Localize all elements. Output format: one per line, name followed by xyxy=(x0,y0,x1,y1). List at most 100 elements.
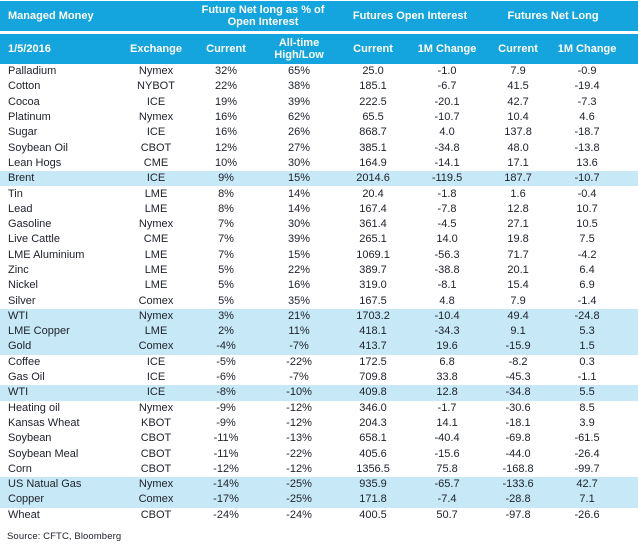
cell-nl-current: 27.1 xyxy=(507,218,529,231)
cell-oi-current: 25.0 xyxy=(362,65,384,78)
cell-oi-current: 868.7 xyxy=(359,126,387,139)
cell-oi-1m-change: -7.4 xyxy=(410,492,485,508)
cell-pct-current: -9% xyxy=(216,401,236,414)
cell-commodity: Wheat xyxy=(8,508,40,521)
cell-nl-1m-change: -0.4 xyxy=(577,187,597,200)
cell-nl-current: -45.3 xyxy=(505,371,531,384)
cell-pct-alltime: 16% xyxy=(288,279,311,292)
table-row: LME Copper LME 2% 11% 418.1 -34.3 9.1 5.3 xyxy=(0,324,638,340)
cell-commodity: Live Cattle xyxy=(8,233,60,246)
cell-nl-1m-change: -4.2 xyxy=(577,248,597,261)
cell-pct-current: 8% xyxy=(218,202,234,215)
cell-oi-current: 658.1 xyxy=(359,432,387,445)
cell-commodity: LME Copper xyxy=(0,324,122,340)
cell-oi-current: 319.0 xyxy=(359,279,387,292)
cell-exchange: CBOT xyxy=(140,141,172,154)
cell-pct-alltime: 14% xyxy=(288,202,311,215)
cell-exchange: CBOT xyxy=(140,432,172,445)
column-header-pct-current: Current xyxy=(190,32,263,64)
cell-commodity: US Natual Gas xyxy=(0,477,122,493)
cell-oi-1m-change: -38.8 xyxy=(434,264,460,276)
cell-oi-1m-change: 33.8 xyxy=(436,371,458,384)
table-row: Silver Comex 5% 35% 167.5 4.8 7.9 -1.4 xyxy=(0,293,638,308)
table-row: Brent ICE 9% 15% 2014.6 -119.5 187.7 -10.7 xyxy=(0,171,638,187)
cell-oi-1m-change: -20.1 xyxy=(434,95,460,108)
cell-oi-1m-change: 14.1 xyxy=(436,416,458,429)
table-row: WTI ICE -8% -10% 409.8 12.8 -34.8 5.5 xyxy=(0,385,638,401)
cell-nl-current: -18.1 xyxy=(505,416,531,429)
cell-nl-current: 12.8 xyxy=(507,202,529,215)
table-row: Soybean Oil CBOT 12% 27% 385.1 -34.8 48.0 -13.8 xyxy=(0,140,638,155)
cell-nl-current: -30.6 xyxy=(505,401,531,414)
cell-nl-current: 15.4 xyxy=(507,279,529,292)
cell-nl-1m-change: 10.7 xyxy=(576,202,598,215)
cell-exchange: LME xyxy=(144,202,168,215)
cell-oi-1m-change: 50.7 xyxy=(436,508,458,521)
table-row: US Natual Gas Nymex -14% -25% 935.9 -65.7 -133… xyxy=(0,477,638,493)
cell-pct-current: -6% xyxy=(216,371,236,384)
cell-exchange: CME xyxy=(143,233,169,246)
cell-nl-1m-change: -13.8 xyxy=(574,141,600,154)
table-body: Palladium Nymex 32% 65% 25.0 -1.0 7.9 -0.9 Cotto… xyxy=(0,64,638,523)
cell-oi-1m-change: -56.3 xyxy=(434,248,460,261)
cell-commodity: Coffee xyxy=(8,355,41,368)
cell-nl-1m-change: -18.7 xyxy=(574,126,600,139)
group-header-net-long-pct-oi: Future Net long as % of Open Interest xyxy=(190,1,337,34)
cell-pct-current: -24% xyxy=(213,508,239,521)
cell-pct-alltime: 14% xyxy=(288,187,311,200)
cell-oi-current: 709.8 xyxy=(359,371,387,384)
table-row: Corn CBOT -12% -12% 1356.5 75.8 -168.8 -99.7 xyxy=(0,462,638,477)
cell-nl-1m-change: 3.9 xyxy=(579,416,595,429)
cell-pct-current: 19% xyxy=(215,95,238,108)
cell-exchange: Nymex xyxy=(122,308,191,325)
cell-oi-1m-change: -7.8 xyxy=(437,202,457,215)
column-header-oi-1m-change: 1M Change xyxy=(410,32,485,64)
cell-pct-alltime: 30% xyxy=(288,218,311,231)
cell-pct-current: -9% xyxy=(216,416,236,429)
table-row: WTI Nymex 3% 21% 1703.2 -10.4 49.4 -24.8 xyxy=(0,308,638,325)
cell-nl-current: -97.8 xyxy=(505,508,531,521)
table-row: Kansas Wheat KBOT -9% -12% 204.3 14.1 -18.1 3.9 xyxy=(0,416,638,431)
cell-nl-1m-change: 42.7 xyxy=(552,477,638,493)
cell-nl-1m-change: -26.6 xyxy=(574,508,600,521)
table-row: Gas Oil ICE -6% -7% 709.8 33.8 -45.3 -1.1 xyxy=(0,370,638,385)
cell-nl-1m-change: 5.5 xyxy=(552,385,638,401)
cell-pct-alltime: -12% xyxy=(286,401,312,414)
cell-commodity: Soybean Oil xyxy=(8,141,68,154)
cell-nl-1m-change: -99.7 xyxy=(574,462,600,475)
cell-pct-current: 12% xyxy=(215,141,238,154)
cell-nl-1m-change: 1.5 xyxy=(552,339,638,355)
column-header-alltime-high-low: All-time High/Low xyxy=(262,32,337,64)
cell-exchange: ICE xyxy=(122,171,191,187)
cell-pct-alltime: 11% xyxy=(262,324,337,340)
cell-oi-current: 361.4 xyxy=(359,218,387,231)
cell-exchange: ICE xyxy=(146,371,166,384)
cell-oi-1m-change: -34.3 xyxy=(410,324,485,340)
cell-nl-1m-change: -19.4 xyxy=(574,80,600,93)
cell-oi-1m-change: 4.8 xyxy=(439,294,455,307)
column-header-exchange: Exchange xyxy=(122,32,191,64)
cell-oi-current: 167.5 xyxy=(359,294,387,307)
cell-oi-current: 400.5 xyxy=(359,508,387,521)
cell-nl-1m-change: -7.3 xyxy=(577,95,597,108)
cell-oi-current: 167.4 xyxy=(359,202,387,215)
cell-nl-current: 17.1 xyxy=(507,156,529,169)
cell-commodity: Nickel xyxy=(8,279,38,292)
cell-oi-current: 346.0 xyxy=(359,401,387,414)
cell-oi-current: 1703.2 xyxy=(336,308,411,325)
table-row: Heating oil Nymex -9% -12% 346.0 -1.7 -30.6 8.5 xyxy=(0,401,638,416)
cell-nl-1m-change: -0.9 xyxy=(577,65,597,78)
cell-oi-current: 164.9 xyxy=(359,156,387,169)
cell-commodity: Soybean Meal xyxy=(8,447,79,460)
cell-oi-current: 1356.5 xyxy=(356,462,390,475)
cell-pct-alltime: -24% xyxy=(286,508,312,521)
cell-commodity: Tin xyxy=(8,187,23,200)
table-header: Managed Money Future Net long as % of Op… xyxy=(0,1,638,64)
cell-commodity: Brent xyxy=(0,171,122,187)
cell-oi-1m-change: -1.0 xyxy=(437,65,457,78)
cell-commodity: Silver xyxy=(8,294,36,307)
cell-pct-alltime: -22% xyxy=(286,447,312,460)
table-row: Soybean Meal CBOT -11% -22% 405.6 -15.6 -44.0 -… xyxy=(0,446,638,461)
cell-commodity: Platinum xyxy=(8,111,51,124)
cell-pct-alltime: 38% xyxy=(288,80,311,93)
